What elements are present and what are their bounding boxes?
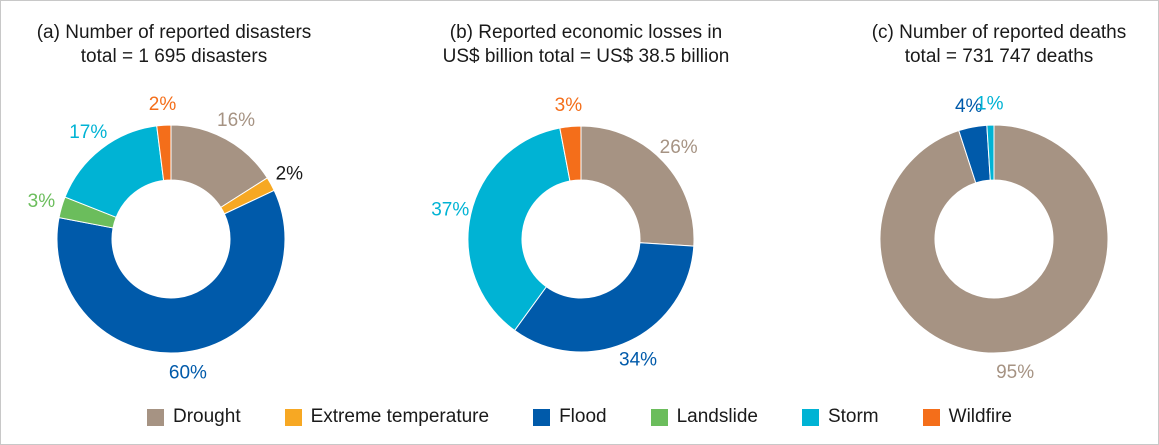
- legend-item-landslide: Landslide: [650, 406, 758, 428]
- chart-title-c-line1: (c) Number of reported deaths: [871, 22, 1127, 43]
- chart-title-b: (b) Reported economic losses in US$ bill…: [396, 21, 776, 69]
- legend: Drought Extreme temperature Flood Landsl…: [1, 399, 1158, 435]
- slice-label-a-extreme-temperature: 2%: [276, 163, 304, 184]
- slice-label-a-flood: 60%: [169, 362, 207, 383]
- legend-swatch-extreme-temperature: [284, 408, 302, 426]
- slice-b-wildfire: [559, 125, 582, 182]
- legend-swatch-drought: [147, 408, 164, 426]
- slice-a-flood: [56, 189, 286, 354]
- legend-item-storm: Storm: [801, 406, 879, 428]
- chart-title-a: (a) Number of reported disasters total =…: [0, 21, 364, 69]
- slice-label-c-drought: 95%: [996, 362, 1034, 383]
- slice-label-a-storm: 17%: [69, 122, 107, 143]
- legend-swatch-storm: [801, 408, 819, 426]
- slice-c-storm: [986, 124, 995, 181]
- chart-title-b-line1: (b) Reported economic losses in: [449, 22, 723, 43]
- legend-item-wildfire: Wildfire: [922, 406, 1012, 428]
- legend-label-storm: Storm: [827, 406, 879, 427]
- slice-label-b-storm: 37%: [431, 199, 469, 220]
- slice-b-storm: [467, 127, 571, 332]
- slice-c-drought: [879, 124, 1109, 354]
- slice-label-a-landslide: 3%: [28, 191, 56, 212]
- legend-label-flood: Flood: [559, 406, 607, 427]
- legend-label-drought: Drought: [173, 406, 241, 427]
- legend-label-wildfire: Wildfire: [948, 406, 1012, 427]
- chart-title-a-line1: (a) Number of reported disasters: [36, 22, 312, 43]
- legend-item-extreme-temperature: Extreme temperature: [284, 406, 490, 428]
- slice-b-drought: [580, 125, 695, 247]
- donut-charts: 16% 2% 60% 3% 17% 2% 26% 34% 37% 3% 95% 4%1%: [28, 94, 1109, 383]
- legend-label-extreme-temperature: Extreme temperature: [310, 406, 490, 427]
- legend-swatch-wildfire: [922, 408, 940, 426]
- slice-label-a-drought: 16%: [217, 110, 255, 131]
- chart-title-c: (c) Number of reported deaths total = 73…: [809, 21, 1159, 69]
- slice-label-b-wildfire: 3%: [555, 95, 583, 116]
- slice-label-c-flood: 4%: [955, 96, 983, 117]
- legend-label-landslide: Landslide: [676, 406, 758, 427]
- legend-item-flood: Flood: [533, 406, 607, 428]
- chart-title-c-line2: total = 731 747 deaths: [904, 46, 1094, 67]
- slice-label-b-flood: 34%: [619, 350, 657, 371]
- legend-swatch-flood: [533, 408, 551, 426]
- chart-title-b-line2: US$ billion total = US$ 38.5 billion: [442, 46, 730, 67]
- legend-item-drought: Drought: [147, 406, 241, 428]
- slice-label-c-storm: 1%: [976, 94, 1004, 115]
- slice-a-wildfire: [156, 124, 172, 182]
- slice-b-flood: [513, 242, 695, 353]
- legend-swatch-landslide: [650, 408, 668, 426]
- chart-title-a-line2: total = 1 695 disasters: [80, 46, 268, 67]
- slice-label-b-drought: 26%: [660, 137, 698, 158]
- slice-label-a-wildfire: 2%: [149, 94, 177, 115]
